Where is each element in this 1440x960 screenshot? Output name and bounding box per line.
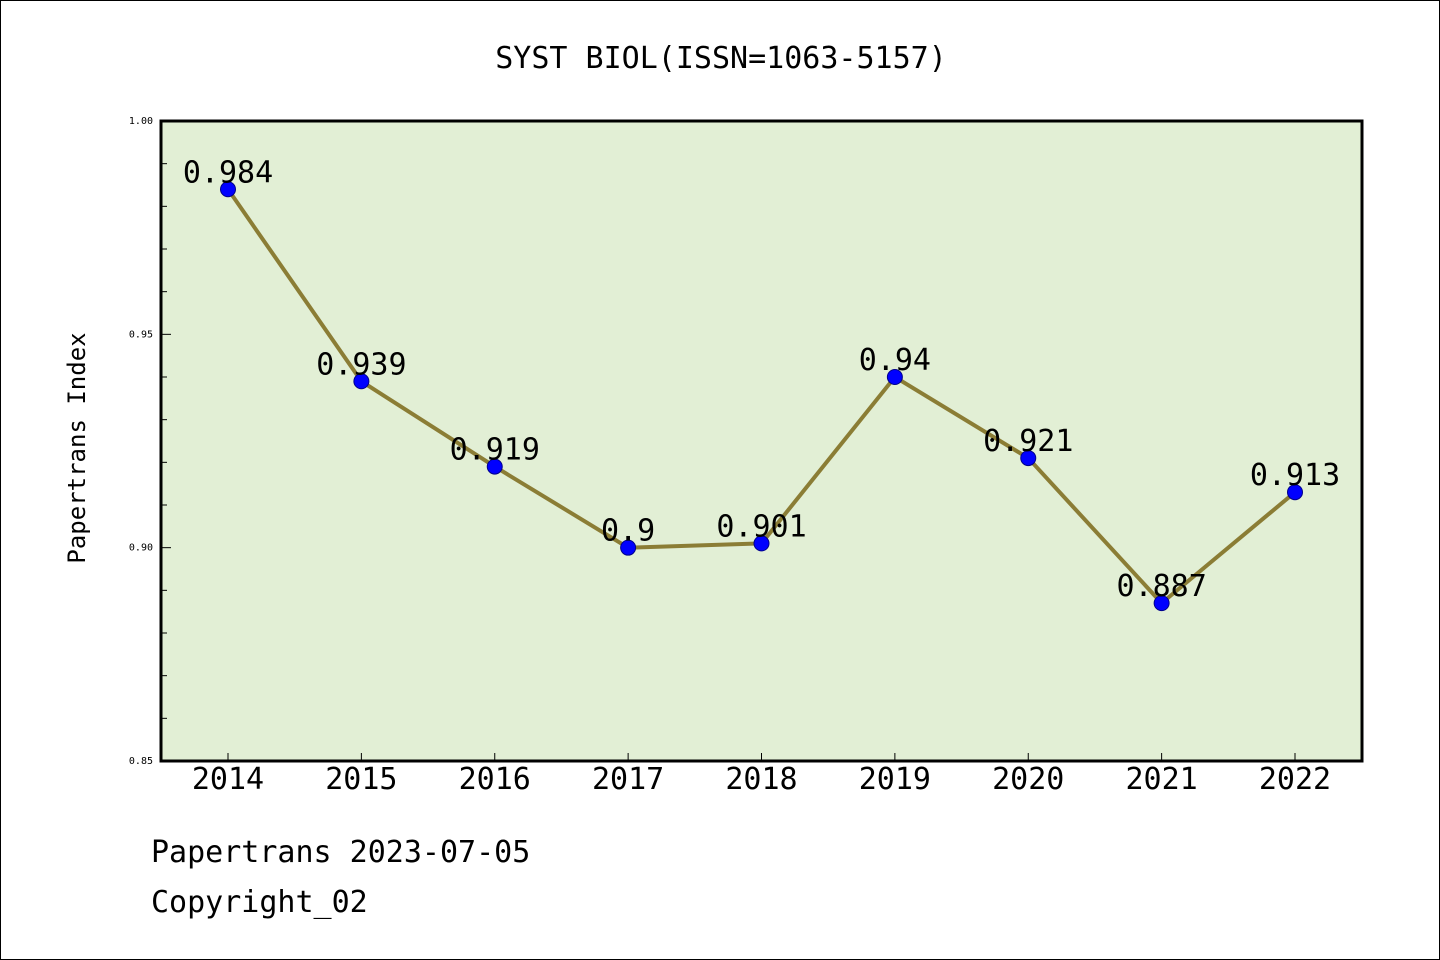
data-label: 0.94 — [859, 343, 931, 378]
data-point — [886, 369, 903, 385]
footer-copyright: Copyright_02 — [151, 885, 368, 920]
x-tick-label: 2019 — [859, 762, 931, 797]
data-point — [486, 458, 503, 475]
data-label: 0.919 — [450, 433, 540, 468]
data-point — [220, 181, 236, 198]
x-tick-label: 2021 — [1126, 762, 1198, 797]
x-tick-label: 2018 — [725, 762, 797, 797]
x-tick-label: 2022 — [1259, 762, 1331, 797]
x-tick-label: 2017 — [592, 762, 664, 797]
data-label: 0.984 — [183, 155, 273, 190]
chart-title: SYST BIOL(ISSN=1063-5157) — [495, 41, 947, 76]
y-tick-label: 1.00 — [129, 116, 153, 127]
x-tick-label: 2015 — [325, 762, 397, 797]
data-label: 0.921 — [983, 424, 1073, 459]
data-point — [1153, 595, 1170, 612]
y-tick-label: 0.85 — [129, 756, 153, 767]
y-tick-label: 0.95 — [129, 329, 153, 340]
data-point — [753, 535, 770, 552]
data-point — [353, 373, 370, 390]
footer-source: Papertrans 2023-07-05 — [151, 835, 531, 870]
y-axis-label: Papertrans Index — [63, 332, 91, 563]
data-point — [1287, 484, 1303, 501]
x-tick-label: 2016 — [459, 762, 531, 797]
x-tick-label: 2014 — [192, 762, 264, 797]
y-tick-label: 0.90 — [129, 543, 153, 554]
x-tick-label: 2020 — [992, 762, 1064, 797]
data-label: 0.901 — [716, 509, 806, 544]
data-point — [620, 539, 637, 556]
data-label: 0.9 — [601, 514, 655, 549]
data-point — [1020, 450, 1037, 467]
data-label: 0.913 — [1250, 458, 1340, 493]
data-label: 0.939 — [316, 347, 406, 382]
plot-area — [161, 121, 1362, 761]
data-label: 0.887 — [1116, 569, 1206, 604]
plot-frame — [159, 119, 1364, 763]
